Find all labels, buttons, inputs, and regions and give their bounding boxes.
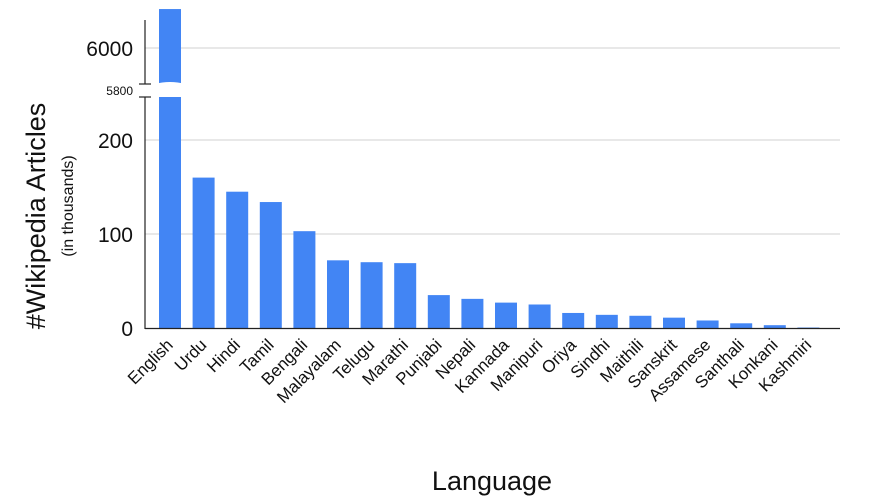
- bar: [327, 260, 349, 328]
- bar: [293, 231, 315, 328]
- bar: [629, 316, 651, 328]
- bar: [461, 299, 483, 328]
- y-tick-label: 200: [98, 130, 133, 153]
- x-tick-labels: EnglishUrduHindiTamilBengaliMalayalamTel…: [124, 335, 815, 407]
- x-tick-label: Urdu: [171, 335, 210, 374]
- break-gap: [137, 84, 185, 97]
- bar: [159, 9, 181, 328]
- y-axis-title: #Wikipedia Articles: [21, 103, 51, 330]
- bars: [159, 9, 819, 328]
- x-tick-label: Hindi: [203, 335, 244, 376]
- y-tick-label: 100: [98, 224, 133, 247]
- x-axis-title: Language: [432, 466, 552, 496]
- bar: [226, 192, 248, 328]
- bar: [529, 305, 551, 329]
- break-label: 5800: [106, 84, 133, 98]
- x-tick-label: English: [124, 335, 177, 388]
- y-tick-label: 6000: [86, 38, 133, 61]
- bar: [730, 323, 752, 328]
- bar: [562, 313, 584, 328]
- bar: [596, 315, 618, 328]
- bar: [495, 303, 517, 328]
- y-tick-label: 0: [121, 318, 133, 341]
- y-axis-subtitle: (in thousands): [60, 155, 77, 256]
- axes: [145, 20, 840, 329]
- bar: [428, 295, 450, 328]
- bar: [663, 318, 685, 328]
- bar: [697, 320, 719, 328]
- bar: [361, 262, 383, 328]
- bar: [193, 178, 215, 328]
- axis-break: 5800: [106, 83, 185, 98]
- bar: [764, 325, 786, 328]
- bar: [260, 202, 282, 328]
- bar: [394, 263, 416, 328]
- gridlines: [145, 48, 840, 234]
